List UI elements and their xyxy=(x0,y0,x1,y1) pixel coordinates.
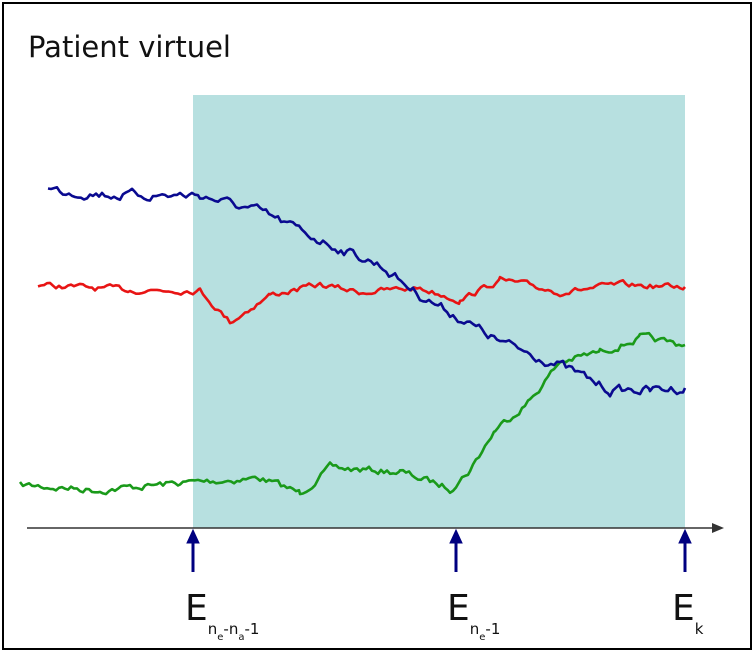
label-part: e xyxy=(479,632,485,643)
window-region xyxy=(193,95,685,528)
label-part: -1 xyxy=(485,620,500,638)
label-part: -n xyxy=(223,620,238,638)
label-part: e xyxy=(217,632,223,643)
marker-label: Ek xyxy=(672,588,704,638)
axis-arrowhead xyxy=(712,523,724,533)
label-part: E xyxy=(185,588,208,629)
label-part: n xyxy=(208,620,218,638)
label-part: E xyxy=(447,588,470,629)
red-curve xyxy=(37,275,686,325)
marker-label: Ene-1 xyxy=(447,588,500,643)
label-part: -1 xyxy=(244,620,259,638)
curves xyxy=(18,186,687,496)
arrowhead xyxy=(678,528,692,544)
green-curve xyxy=(18,331,686,496)
marker-arrows xyxy=(186,528,692,572)
title: Patient virtuel xyxy=(28,30,231,64)
arrowhead xyxy=(449,528,463,544)
label-part: E xyxy=(672,588,695,629)
label-part: n xyxy=(470,620,480,638)
marker-label: Ene-na-1 xyxy=(185,588,259,643)
label-part: k xyxy=(695,620,704,638)
blue-curve xyxy=(47,186,687,398)
arrowhead xyxy=(186,528,200,544)
label-part: a xyxy=(238,632,244,643)
